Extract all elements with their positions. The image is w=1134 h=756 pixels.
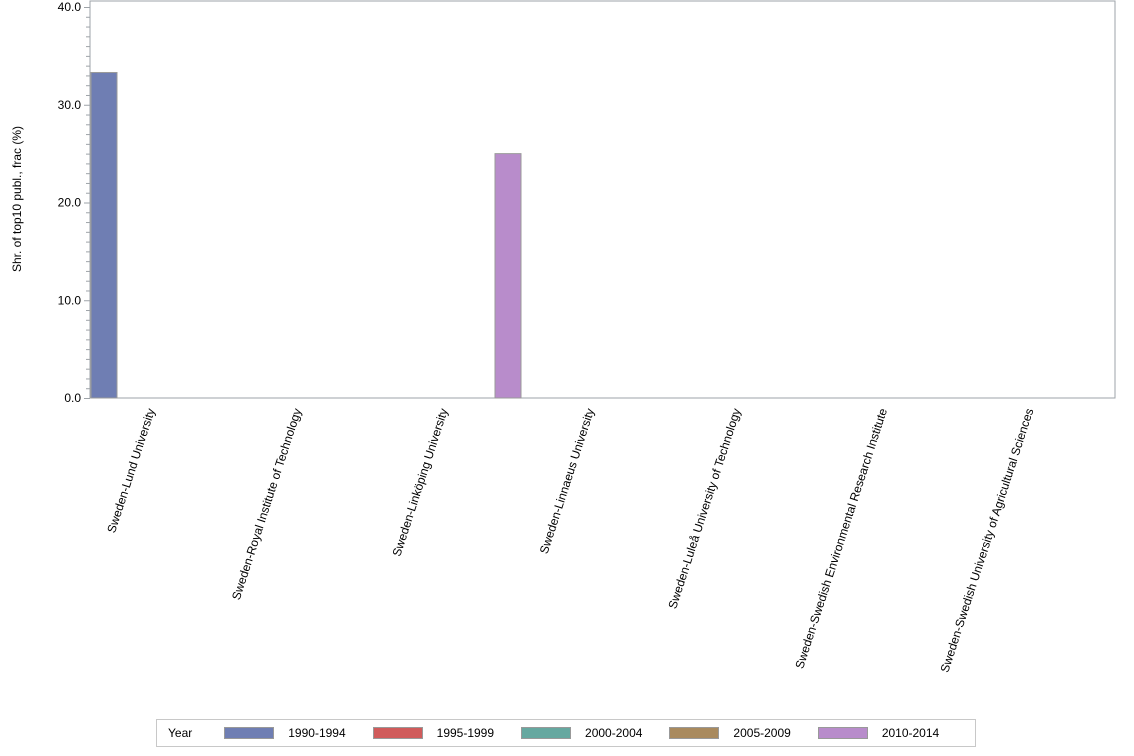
- x-tick-label: Sweden-Linköping University: [390, 407, 451, 559]
- y-tick-label: 30.0: [58, 98, 82, 112]
- legend-label: 1990-1994: [288, 726, 346, 740]
- bar-chart: 0.0 10.0 20.0 30.0 40.0 Sweden-Lund Universi…: [10, 0, 1116, 674]
- x-tick-label: Sweden-Linnaeus University: [537, 407, 597, 556]
- legend-entry: 1995-1999: [372, 726, 495, 740]
- y-axis-label: Shr. of top10 publ., frac (%): [10, 126, 24, 272]
- legend-entry: 1990-1994: [224, 726, 346, 740]
- y-axis: 0.0 10.0 20.0 30.0 40.0: [58, 0, 90, 405]
- legend-label: 2010-2014: [881, 726, 940, 740]
- bar: [494, 153, 522, 399]
- legend-label: 2005-2009: [733, 726, 791, 740]
- legend-swatch: [669, 727, 720, 739]
- legend-title: Year: [168, 726, 193, 740]
- x-tick-label: Sweden-Lund University: [104, 407, 158, 535]
- y-tick-label: 10.0: [58, 293, 82, 307]
- bar: [90, 71, 118, 399]
- x-axis: Sweden-Lund University Sweden-Royal Insti…: [104, 406, 1036, 674]
- plot-frame: [89, 0, 1116, 399]
- x-tick-label: Sweden-Swedish Environmental Research In…: [792, 406, 890, 670]
- legend-swatch: [372, 727, 423, 739]
- plot-area: [89, 0, 1116, 399]
- legend: Year 1990-1994 1995-1999 2000-2004 2005-200…: [156, 719, 976, 747]
- legend-entry: 2005-2009: [669, 726, 791, 740]
- legend-label: 1995-1999: [436, 726, 495, 740]
- y-tick-label: 20.0: [58, 196, 82, 210]
- legend-entry: 2000-2004: [521, 726, 642, 740]
- legend-swatch: [224, 727, 275, 739]
- y-tick-label: 0.0: [64, 391, 81, 405]
- x-tick-label: Sweden-Swedish University of Agricultura…: [938, 407, 1037, 675]
- x-tick-label: Sweden-Royal Institute of Technology: [229, 407, 304, 602]
- legend-label: 2000-2004: [585, 726, 643, 740]
- legend-swatch: [817, 727, 868, 739]
- y-tick-label: 40.0: [58, 0, 82, 14]
- legend-swatch: [521, 727, 572, 739]
- legend-entry: 2010-2014: [817, 726, 940, 740]
- x-tick-label: Sweden-Luleå University of Technology: [665, 407, 743, 611]
